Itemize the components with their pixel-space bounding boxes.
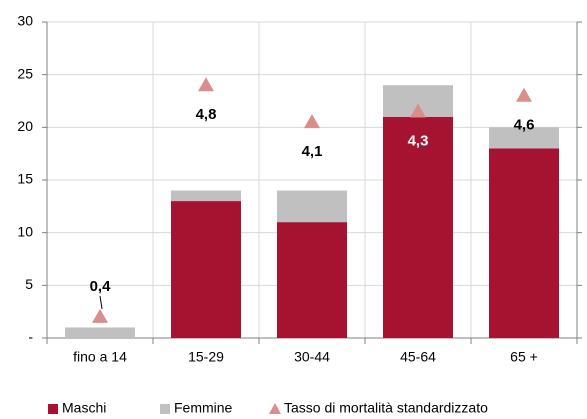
legend-label: Tasso di mortalità standardizzato — [284, 400, 488, 416]
marker — [410, 103, 426, 118]
value-label: 4,8 — [196, 106, 217, 123]
value-label: 0,4 — [90, 278, 112, 295]
bar — [489, 148, 559, 338]
legend-label: Femmine — [174, 400, 233, 416]
y-tick-label: 25 — [17, 65, 33, 81]
y-tick-label: 5 — [25, 276, 33, 292]
value-label: 4,6 — [514, 117, 535, 134]
x-tick-label: fino a 14 — [73, 349, 127, 365]
legend-label: Maschi — [62, 400, 106, 416]
bar — [65, 327, 135, 338]
bar — [277, 190, 347, 223]
y-tick-label: 15 — [17, 171, 33, 187]
value-label: 4,3 — [408, 133, 429, 150]
bar — [171, 201, 241, 338]
marker — [92, 308, 108, 323]
x-tick-label: 45-64 — [400, 349, 436, 365]
y-tick-label: - — [28, 329, 33, 345]
leader — [99, 295, 103, 310]
legend-marker — [160, 404, 170, 414]
value-label: 4,1 — [302, 143, 323, 160]
x-tick-label: 15-29 — [188, 349, 224, 365]
legend-marker — [48, 404, 58, 414]
y-tick-label: 20 — [17, 118, 33, 134]
marker — [304, 114, 320, 129]
bar — [277, 222, 347, 338]
bar — [489, 127, 559, 149]
legend-marker — [269, 403, 281, 414]
bar — [383, 116, 453, 338]
x-tick-label: 30-44 — [294, 349, 330, 365]
y-tick-label: 10 — [17, 223, 33, 239]
marker — [198, 77, 214, 92]
marker — [516, 87, 532, 102]
bar — [171, 190, 241, 202]
y-tick-label: 30 — [17, 13, 33, 29]
x-tick-label: 65 + — [510, 349, 538, 365]
